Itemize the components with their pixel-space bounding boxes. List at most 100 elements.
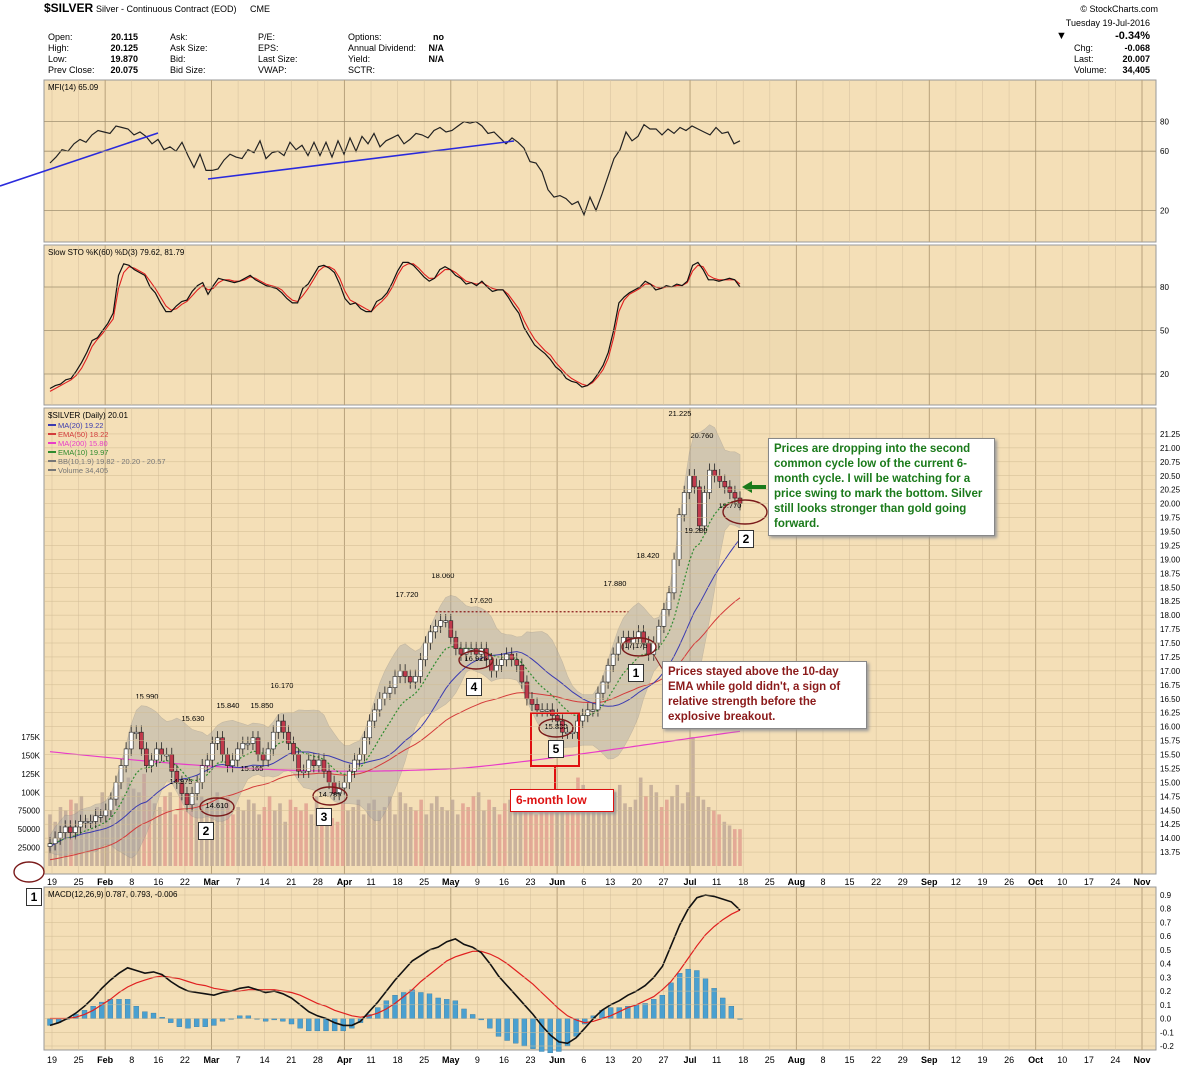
candle-body [159,748,164,755]
ma20-line [49,538,741,847]
candle-body [519,664,525,683]
cycle-low-ellipse [199,797,235,817]
header-label: SCTR: [348,65,375,75]
price-title: $SILVER (Daily) 20.01 [48,411,128,420]
volume-bar [361,814,366,866]
macd-y-tick: 0.2 [1160,987,1172,996]
header-value: N/A [429,54,445,64]
macd-y-tick: 0.9 [1160,891,1172,900]
candle-body [296,754,301,772]
volume-y-tick: 125K [21,770,40,779]
candle-body [544,709,550,712]
volume-bar [121,795,125,866]
macd-histogram-bar [245,1015,252,1019]
x-axis-label: 19 [47,1055,57,1065]
price-point-label: 15.840 [217,701,240,710]
header-label: Bid Size: [170,65,206,75]
volume-bar [398,792,403,866]
candle-body [671,559,677,594]
annotation-six-month-low: 6-month low [510,789,614,812]
candle-body [88,821,93,824]
macd-y-tick: 0.0 [1160,1015,1172,1024]
x-axis-label: Mar [204,877,221,887]
x-axis-label: 21 [286,1055,296,1065]
price-point-label: 14.610 [206,801,229,810]
price-point-label: 14.975 [170,777,193,786]
chart-exchange: CME [250,4,270,14]
x-axis-label: 22 [180,1055,190,1065]
macd-histogram-bar [444,999,450,1019]
macd-indicator [47,894,743,1054]
x-axis-label: 25 [419,1055,429,1065]
candle-body [555,715,560,722]
x-axis-label: Apr [337,1055,353,1065]
volume-bar [466,807,470,866]
macd-histogram-bar [694,970,700,1019]
macd-y-tick: 0.8 [1160,905,1172,914]
volume-bar [602,803,606,866]
volume-bar [461,803,465,866]
candle-body [184,793,190,805]
volume-bar [262,807,267,866]
x-axis-label: 21 [286,877,296,887]
header-label: High: [48,43,69,53]
candle-body [103,809,109,817]
candle-body [438,620,443,627]
price-y-tick: 15.25 [1160,764,1181,773]
macd-title: MACD(12,26,9) 0.787, 0.793, -0.006 [48,890,178,899]
macd-histogram-bar [720,997,726,1019]
candle-body [225,754,230,766]
x-axis-label: 26 [1004,1055,1014,1065]
volume-bar [659,807,664,866]
macd-histogram-bar [116,999,122,1019]
candle-body [67,826,73,833]
volume-bar [173,814,178,866]
candle-body [357,754,362,761]
candle-body [423,642,428,661]
mfi-y-tick: 80 [1160,118,1169,127]
volume-bar [372,799,376,866]
stockcharts-brand: © StockCharts.com [1080,4,1158,14]
x-axis-label: May [442,1055,460,1065]
macd-histogram-bar [133,1006,139,1019]
volume-bar [550,792,554,866]
candle-body [347,770,352,783]
x-axis-label: 11 [712,1055,721,1065]
volume-bar [356,799,361,866]
price-y-tick: 17.75 [1160,625,1181,634]
candle-body [113,782,119,800]
price-y-tick: 16.00 [1160,723,1181,732]
macd-histogram-bar [711,988,717,1019]
candle-body [697,486,702,527]
candle-body [702,492,707,527]
macd-histogram-bar [461,1008,467,1019]
volume-y-tick: 50000 [18,825,41,834]
macd-histogram-bar [288,1018,295,1025]
volume-bar [738,829,742,866]
price-y-tick: 20.00 [1160,500,1181,509]
macd-histogram-bar [297,1018,303,1029]
x-axis-label: 8 [129,877,134,887]
macd-histogram-bar [185,1018,191,1029]
green-arrow-icon [742,481,766,493]
candle-body [362,737,367,755]
volume-bar [555,807,559,866]
macd-histogram-bar [314,1018,321,1032]
volume-bar [403,803,408,866]
volume-bar [638,777,643,866]
volume-bar [586,799,591,866]
candle-body [707,469,712,493]
x-axis-label: Jun [549,1055,565,1065]
candle-body [686,475,692,493]
x-axis-label: 11 [366,1055,375,1065]
volume-bar [304,803,308,866]
x-axis-label: 11 [366,877,375,887]
volume-bar [215,792,220,866]
volume-bar [330,818,335,866]
header-fields: Open: 20.115 High: 20.125 Low: 19.870 Prev Clo… [48,18,1150,75]
candle-body [539,709,545,712]
axis-ticks: 80602080502021.2521.0020.7520.5020.2520.… [18,118,1181,1051]
header-label: Low: [48,54,67,64]
candle-body [722,481,728,488]
mfi-line [49,120,741,217]
